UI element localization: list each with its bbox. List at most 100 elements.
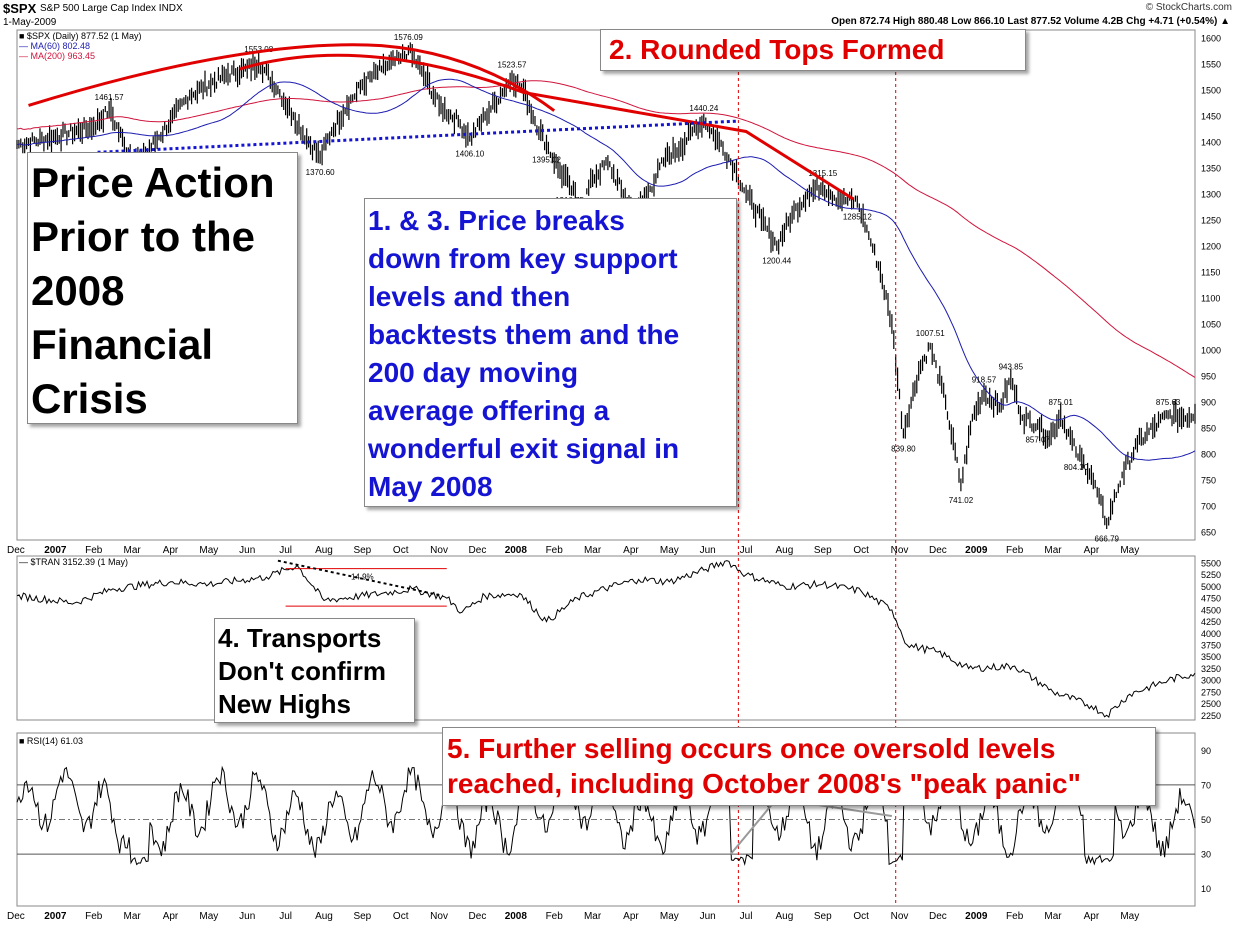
- x-tick-label: Oct: [393, 911, 409, 922]
- x-tick-label: May: [1120, 545, 1139, 556]
- y-tick-label: 1500: [1201, 85, 1221, 95]
- price-label: 1200.44: [762, 257, 791, 266]
- x-tick-label: Mar: [123, 545, 141, 556]
- x-tick-label: Dec: [469, 545, 487, 556]
- x-tick-label: Aug: [776, 911, 794, 922]
- callout-line: May 2008: [368, 471, 493, 502]
- callout-line: wonderful exit signal in: [368, 433, 680, 464]
- price-label: 1395.02: [532, 155, 561, 164]
- callout-line: down from key support: [368, 243, 678, 274]
- x-tick-label: Apr: [623, 545, 639, 556]
- rounded-top-curve: [239, 53, 855, 201]
- ma200-line: [16, 80, 1196, 378]
- callout-line: New Highs: [218, 689, 351, 719]
- price-label: 1440.24: [689, 104, 718, 113]
- x-tick-label: Nov: [430, 545, 448, 556]
- title-line: Crisis: [31, 375, 148, 422]
- x-tick-label: Nov: [891, 911, 909, 922]
- transports-trendline: [277, 559, 444, 597]
- y-tick-label: 1600: [1201, 33, 1221, 43]
- y-tick-label: 10: [1201, 884, 1211, 894]
- y-tick-label: 1050: [1201, 320, 1221, 330]
- legend-ma60: — MA(60) 802.48: [19, 41, 91, 51]
- y-tick-label: 90: [1201, 746, 1211, 756]
- x-tick-label: May: [660, 911, 679, 922]
- x-tick-label: Aug: [315, 545, 333, 556]
- y-tick-label: 1400: [1201, 137, 1221, 147]
- x-tick-label: Feb: [85, 911, 103, 922]
- title-line: Price Action: [31, 159, 275, 206]
- x-tick-label: Jul: [740, 911, 753, 922]
- price-label: 1315.15: [808, 169, 837, 178]
- price-label: 1553.08: [244, 45, 273, 54]
- x-tick-label: Sep: [353, 545, 371, 556]
- price-label: 1406.10: [455, 150, 484, 159]
- x-tick-label: Aug: [776, 545, 794, 556]
- x-tick-label: Mar: [1044, 545, 1062, 556]
- x-tick-label: Dec: [7, 911, 25, 922]
- y-tick-label: 1200: [1201, 241, 1221, 251]
- rounded-top-curve: [28, 43, 556, 112]
- price-label: 1007.51: [916, 329, 945, 338]
- symbol-description: S&P 500 Large Cap Index INDX: [40, 3, 183, 14]
- callout-line: 5. Further selling occurs once oversold …: [447, 733, 1056, 764]
- price-label: 1285.12: [843, 213, 872, 222]
- x-tick-label: Sep: [814, 545, 832, 556]
- support-line: [97, 119, 739, 154]
- x-tick-label: Jun: [239, 545, 255, 556]
- x-tick-label: Jul: [279, 911, 292, 922]
- y-tick-label: 1350: [1201, 163, 1221, 173]
- x-tick-label: Feb: [1006, 911, 1024, 922]
- y-tick-label: 30: [1201, 850, 1211, 860]
- title-line: Prior to the: [31, 213, 256, 260]
- percent-change-label: 14.9%: [351, 572, 374, 581]
- further-selling-callout: 5. Further selling occurs once oversold …: [442, 727, 1156, 806]
- quote-line: Open 872.74 High 880.48 Low 866.10 Last …: [831, 16, 1230, 27]
- callout-line: backtests them and the: [368, 319, 680, 350]
- y-tick-label: 950: [1201, 372, 1216, 382]
- x-tick-label: Feb: [546, 545, 564, 556]
- chart-header: $SPX S&P 500 Large Cap Index INDX 1-May-…: [0, 0, 1240, 30]
- x-tick-label: Mar: [123, 911, 141, 922]
- price-label: 1461.57: [95, 93, 124, 102]
- callout-line: 200 day moving: [368, 357, 579, 388]
- callout-line: average offering a: [368, 395, 610, 426]
- y-tick-label: 1450: [1201, 111, 1221, 121]
- y-tick-label: 50: [1201, 815, 1211, 825]
- price-label: 1576.09: [394, 33, 423, 42]
- x-tick-label: 2009: [965, 911, 988, 922]
- callout-line: reached, including October 2008's "peak …: [447, 768, 1081, 799]
- x-tick-label: Mar: [1044, 911, 1062, 922]
- x-tick-label: Jun: [700, 911, 716, 922]
- x-tick-label: Jun: [239, 911, 255, 922]
- x-tick-label: Apr: [1084, 911, 1100, 922]
- y-tick-label: 70: [1201, 780, 1211, 790]
- x-tick-label: Jul: [740, 545, 753, 556]
- y-tick-label: 3250: [1201, 664, 1221, 674]
- rounded-tops-callout: 2. Rounded Tops Formed: [600, 29, 1026, 71]
- y-tick-label: 1000: [1201, 346, 1221, 356]
- price-label: 918.57: [972, 375, 997, 384]
- x-tick-label: Feb: [1006, 545, 1024, 556]
- y-tick-label: 1550: [1201, 59, 1221, 69]
- price-label: 1523.57: [498, 61, 527, 70]
- callout-line: Don't confirm: [218, 656, 386, 686]
- x-tick-label: Apr: [163, 911, 179, 922]
- legend-spx: ■ $SPX (Daily) 877.52 (1 May): [19, 31, 142, 41]
- price-label: 1370.60: [306, 168, 335, 177]
- x-tick-label: 2007: [44, 545, 67, 556]
- y-tick-label: 700: [1201, 502, 1216, 512]
- x-tick-label: May: [199, 545, 218, 556]
- price-label: 666.79: [1095, 534, 1120, 543]
- y-tick-label: 4750: [1201, 594, 1221, 604]
- y-tick-label: 3500: [1201, 652, 1221, 662]
- rsi-annotation-line: [729, 798, 778, 855]
- y-tick-label: 5250: [1201, 570, 1221, 580]
- y-tick-label: 800: [1201, 450, 1216, 460]
- y-tick-label: 900: [1201, 398, 1216, 408]
- transports-callout: 4. Transports Don't confirm New Highs: [214, 618, 415, 723]
- y-tick-label: 3000: [1201, 676, 1221, 686]
- y-tick-label: 2250: [1201, 711, 1221, 721]
- x-tick-label: Apr: [163, 545, 179, 556]
- x-tick-label: Apr: [1084, 545, 1100, 556]
